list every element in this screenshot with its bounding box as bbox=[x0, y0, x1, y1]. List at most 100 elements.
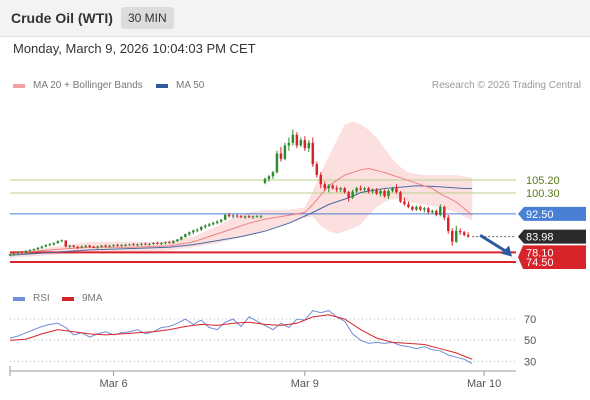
candle-body bbox=[339, 188, 342, 190]
candle-body bbox=[343, 188, 346, 193]
candle-body bbox=[359, 188, 362, 190]
candle-body bbox=[184, 234, 187, 237]
research-credit: Research © 2026 Trading Central bbox=[431, 80, 581, 91]
candle-body bbox=[152, 242, 155, 244]
rsi-tick-30: 30 bbox=[524, 356, 536, 368]
candle-body bbox=[144, 243, 147, 245]
candle-body bbox=[148, 243, 151, 245]
candle-body bbox=[100, 245, 103, 247]
candle-body bbox=[371, 189, 374, 192]
candle-body bbox=[8, 254, 12, 256]
rsi-tick-50: 50 bbox=[524, 335, 536, 347]
candle-body bbox=[140, 243, 143, 245]
candle-body bbox=[64, 240, 68, 247]
candle-body bbox=[462, 232, 466, 235]
candle-body bbox=[271, 172, 275, 177]
candle-body bbox=[451, 230, 454, 242]
candle-body bbox=[379, 190, 382, 194]
legend-swatch-ma50 bbox=[156, 83, 168, 88]
candle-body bbox=[32, 249, 36, 251]
candle-body bbox=[84, 245, 87, 247]
candle-body bbox=[120, 244, 123, 246]
candle-body bbox=[104, 245, 107, 247]
candle-body bbox=[431, 210, 434, 213]
candle-body bbox=[251, 216, 255, 218]
projection-arrow-shaft bbox=[479, 233, 509, 254]
candle-body bbox=[458, 230, 462, 233]
candle-body bbox=[176, 239, 179, 242]
candle-body bbox=[395, 188, 398, 193]
candle-body bbox=[108, 245, 111, 247]
candle-body bbox=[116, 244, 119, 246]
candle-body bbox=[28, 250, 32, 252]
x-tick-mar-9: Mar 9 bbox=[291, 378, 319, 390]
candle-body bbox=[435, 210, 438, 215]
candle-body bbox=[172, 241, 175, 243]
candle-body bbox=[295, 134, 299, 146]
candle-body bbox=[391, 188, 394, 191]
candle-body bbox=[160, 242, 163, 244]
ma50-line bbox=[9, 185, 473, 256]
candle-body bbox=[363, 188, 366, 190]
candle-body bbox=[439, 206, 442, 215]
candle-body bbox=[247, 216, 251, 218]
candle-body bbox=[275, 153, 279, 173]
timeframe-badge[interactable]: 30 MIN bbox=[121, 7, 174, 29]
candle-body bbox=[76, 247, 79, 249]
candle-body bbox=[287, 142, 291, 146]
candle-body bbox=[327, 185, 330, 189]
candle-body bbox=[283, 145, 287, 159]
candle-body bbox=[387, 190, 390, 197]
legend-label-ma50: MA 50 bbox=[176, 80, 205, 91]
candle-body bbox=[56, 241, 60, 243]
level-label-83.98-box bbox=[518, 229, 586, 244]
candle-body bbox=[259, 216, 263, 218]
candle-body bbox=[375, 189, 378, 194]
candle-body bbox=[263, 178, 267, 183]
candle-body bbox=[411, 206, 414, 210]
candle-body bbox=[447, 217, 450, 231]
level-label-78.10: 78.10 bbox=[526, 247, 554, 259]
candle-body bbox=[168, 242, 171, 244]
candle-body bbox=[235, 215, 239, 217]
legend-bollinger: MA 20 + Bollinger Bands bbox=[13, 80, 143, 91]
candle-body bbox=[255, 216, 259, 218]
candle-body bbox=[383, 190, 386, 197]
candle-body bbox=[231, 215, 235, 217]
candle-body bbox=[80, 246, 83, 248]
candle-body bbox=[136, 244, 139, 246]
candle-body bbox=[211, 222, 215, 225]
instrument-title: Crude Oil (WTI) bbox=[11, 10, 113, 26]
candle-body bbox=[24, 251, 28, 253]
candle-body bbox=[72, 245, 75, 248]
x-tick-mar-6: Mar 6 bbox=[100, 378, 128, 390]
candle-body bbox=[192, 230, 195, 233]
candle-body bbox=[315, 164, 319, 175]
rsi-series-rsi bbox=[9, 310, 473, 364]
legend-ma50: MA 50 bbox=[156, 80, 204, 91]
candle-body bbox=[415, 206, 418, 210]
candle-body bbox=[128, 244, 131, 246]
candle-body bbox=[92, 247, 95, 249]
candle-body bbox=[239, 216, 243, 218]
legend-label-rsi-ma: 9MA bbox=[82, 293, 103, 304]
support-label-box bbox=[518, 245, 586, 269]
candle-body bbox=[466, 234, 470, 237]
candle-body bbox=[196, 229, 199, 231]
candle-body bbox=[132, 244, 135, 246]
candle-body bbox=[307, 142, 311, 149]
candle-body bbox=[243, 216, 247, 218]
candle-body bbox=[60, 240, 64, 242]
legend-label-rsi: RSI bbox=[33, 293, 50, 304]
bollinger-band-area bbox=[10, 121, 473, 258]
candle-body bbox=[319, 174, 323, 185]
projection-arrow-head bbox=[501, 245, 513, 257]
candle-body bbox=[267, 176, 271, 179]
candle-body bbox=[355, 188, 358, 192]
candle-body bbox=[124, 244, 127, 246]
level-label-92.50: 92.50 bbox=[526, 209, 554, 221]
candle-body bbox=[227, 214, 231, 217]
candle-body bbox=[347, 192, 350, 198]
x-tick-mar-10: Mar 10 bbox=[467, 378, 501, 390]
